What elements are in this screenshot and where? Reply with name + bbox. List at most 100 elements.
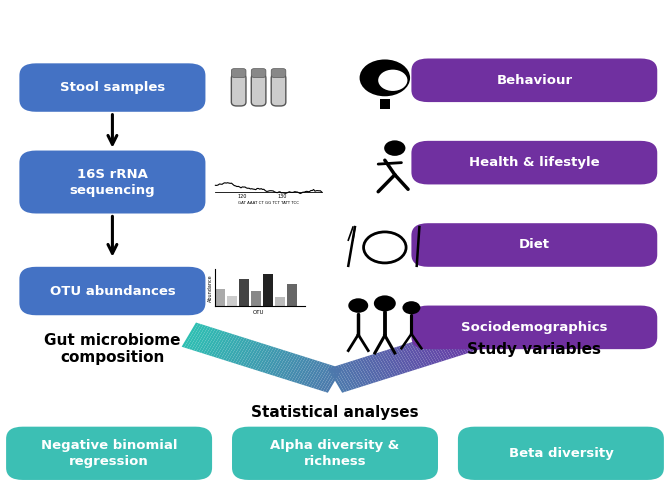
- Circle shape: [366, 234, 403, 261]
- Polygon shape: [226, 336, 243, 361]
- Polygon shape: [306, 362, 323, 387]
- Polygon shape: [379, 352, 396, 377]
- Polygon shape: [435, 334, 452, 359]
- Polygon shape: [389, 348, 405, 373]
- Polygon shape: [199, 328, 216, 353]
- FancyBboxPatch shape: [271, 69, 286, 77]
- Polygon shape: [445, 331, 462, 356]
- FancyBboxPatch shape: [411, 306, 657, 349]
- Polygon shape: [323, 367, 340, 392]
- FancyBboxPatch shape: [232, 427, 438, 480]
- Polygon shape: [301, 360, 318, 385]
- Polygon shape: [204, 329, 220, 354]
- FancyBboxPatch shape: [19, 63, 206, 112]
- Bar: [275, 297, 285, 306]
- Circle shape: [360, 59, 410, 96]
- Circle shape: [348, 298, 369, 313]
- Polygon shape: [247, 343, 264, 368]
- Polygon shape: [433, 335, 450, 360]
- FancyBboxPatch shape: [411, 141, 657, 184]
- Bar: [287, 284, 297, 306]
- Polygon shape: [257, 346, 274, 371]
- Polygon shape: [293, 358, 310, 383]
- Polygon shape: [396, 346, 413, 371]
- Polygon shape: [450, 329, 466, 354]
- Polygon shape: [372, 354, 389, 379]
- Polygon shape: [201, 329, 218, 354]
- Polygon shape: [316, 365, 332, 390]
- Text: Abundance: Abundance: [208, 275, 212, 302]
- Circle shape: [403, 301, 420, 314]
- Polygon shape: [243, 342, 259, 367]
- Polygon shape: [216, 333, 232, 358]
- Polygon shape: [440, 333, 457, 358]
- Polygon shape: [366, 356, 384, 380]
- Polygon shape: [265, 348, 281, 373]
- Circle shape: [384, 140, 405, 156]
- Polygon shape: [277, 352, 293, 377]
- Text: Stool samples: Stool samples: [60, 81, 165, 94]
- Polygon shape: [220, 335, 237, 360]
- Text: 16S rRNA
sequencing: 16S rRNA sequencing: [70, 168, 155, 196]
- FancyBboxPatch shape: [411, 58, 657, 102]
- Polygon shape: [469, 323, 486, 348]
- Polygon shape: [460, 326, 476, 351]
- Polygon shape: [311, 363, 328, 388]
- Polygon shape: [345, 363, 362, 388]
- Polygon shape: [230, 338, 247, 363]
- Polygon shape: [442, 332, 459, 357]
- Polygon shape: [299, 359, 316, 384]
- Polygon shape: [206, 330, 223, 355]
- Polygon shape: [413, 341, 430, 366]
- Polygon shape: [399, 345, 415, 370]
- Polygon shape: [267, 349, 283, 374]
- Polygon shape: [279, 353, 296, 378]
- Polygon shape: [184, 323, 201, 348]
- Polygon shape: [452, 329, 469, 354]
- Polygon shape: [250, 344, 267, 369]
- Polygon shape: [384, 350, 401, 375]
- Bar: [251, 291, 261, 306]
- Polygon shape: [289, 356, 306, 381]
- Polygon shape: [328, 368, 344, 393]
- Polygon shape: [462, 325, 478, 350]
- Polygon shape: [454, 328, 471, 353]
- Polygon shape: [362, 357, 379, 382]
- Text: Sociodemographics: Sociodemographics: [461, 321, 608, 334]
- Polygon shape: [272, 351, 289, 376]
- Polygon shape: [326, 368, 342, 393]
- Text: 130: 130: [277, 194, 287, 199]
- Bar: [215, 289, 225, 306]
- Polygon shape: [245, 343, 262, 368]
- Polygon shape: [296, 359, 313, 384]
- Polygon shape: [457, 327, 474, 352]
- Polygon shape: [308, 363, 325, 388]
- Polygon shape: [391, 348, 408, 373]
- Polygon shape: [235, 340, 252, 365]
- Polygon shape: [420, 339, 438, 364]
- Polygon shape: [218, 334, 235, 359]
- Text: Behaviour: Behaviour: [496, 74, 572, 87]
- Polygon shape: [304, 361, 320, 386]
- Text: Negative binomial
regression: Negative binomial regression: [41, 439, 178, 468]
- Polygon shape: [447, 330, 464, 355]
- Polygon shape: [238, 340, 255, 365]
- Text: Diet: Diet: [519, 239, 550, 251]
- Polygon shape: [381, 351, 398, 376]
- FancyBboxPatch shape: [411, 223, 657, 267]
- FancyBboxPatch shape: [251, 74, 266, 106]
- FancyBboxPatch shape: [19, 150, 206, 214]
- FancyBboxPatch shape: [251, 69, 266, 77]
- Text: OTU: OTU: [253, 310, 265, 315]
- Polygon shape: [330, 367, 347, 392]
- Polygon shape: [291, 357, 308, 382]
- Polygon shape: [333, 366, 350, 391]
- Polygon shape: [387, 349, 403, 374]
- Bar: [227, 296, 237, 306]
- Polygon shape: [406, 343, 423, 368]
- Polygon shape: [194, 326, 210, 351]
- Polygon shape: [377, 352, 393, 377]
- Polygon shape: [208, 331, 225, 356]
- FancyBboxPatch shape: [6, 427, 212, 480]
- Polygon shape: [438, 333, 454, 358]
